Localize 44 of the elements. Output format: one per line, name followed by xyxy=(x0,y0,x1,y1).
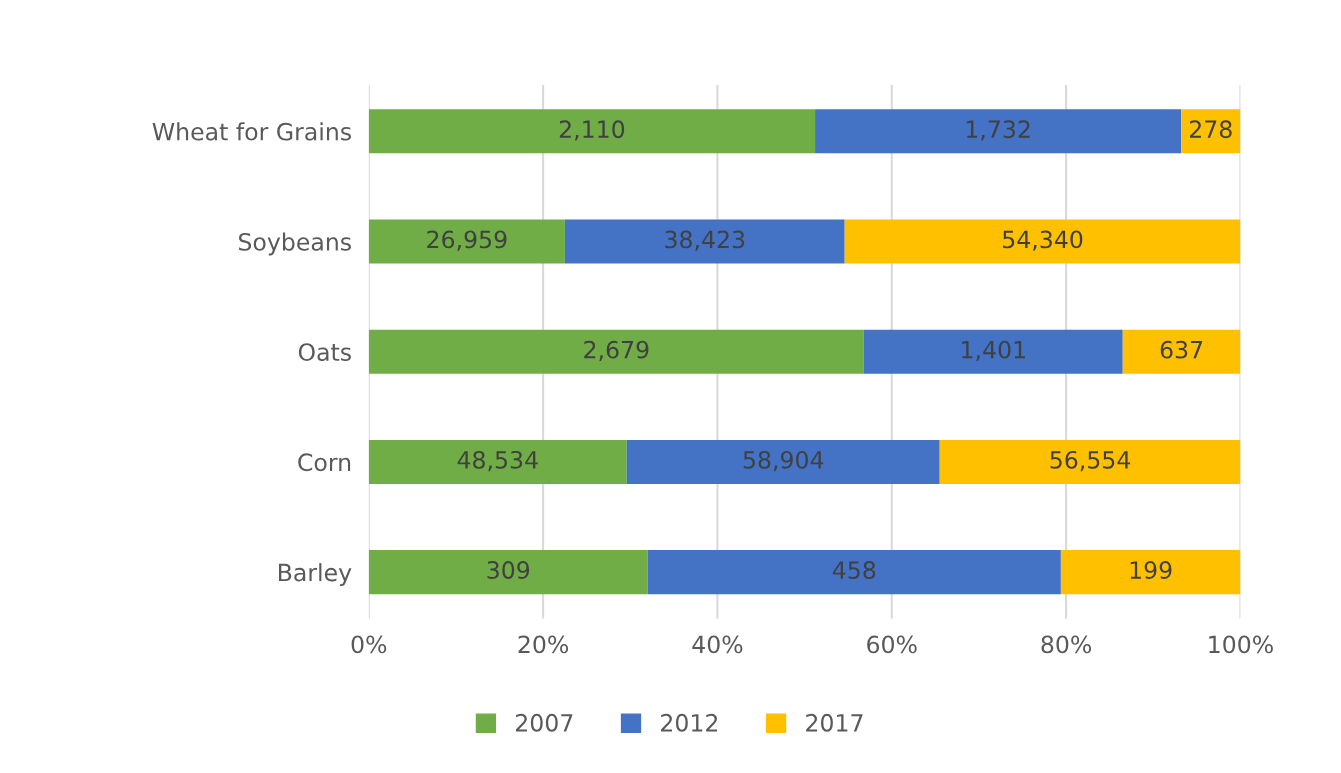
legend-label: 2017 xyxy=(806,713,863,732)
x-tick-label: 100% xyxy=(1209,635,1273,654)
annotation: 637 xyxy=(1160,340,1203,359)
bar xyxy=(368,550,648,595)
annotation: 1,401 xyxy=(962,340,1025,361)
bar xyxy=(368,219,565,264)
y-tick-label: Corn xyxy=(298,453,351,472)
bar xyxy=(844,219,1241,264)
annotation: 278 xyxy=(1189,120,1232,139)
y-tick-label: Soybeans xyxy=(239,232,351,256)
x-tick-label: 20% xyxy=(518,635,569,654)
legend-label: 2007 xyxy=(515,713,573,732)
annotation: 458 xyxy=(832,561,876,579)
x-tick-label: 40% xyxy=(692,635,743,654)
annotation: 2,679 xyxy=(584,340,649,361)
bar xyxy=(1181,109,1241,154)
annotation: 56,554 xyxy=(1050,450,1131,472)
annotation: 1,732 xyxy=(966,120,1030,141)
y-tick-label: Wheat for Grains xyxy=(152,122,351,141)
x-tick-label: 0% xyxy=(351,635,387,654)
bar xyxy=(626,439,940,484)
annotation: 58,904 xyxy=(743,450,824,472)
annotation: 48,534 xyxy=(457,450,538,472)
bar xyxy=(1060,550,1241,595)
bar xyxy=(939,439,1241,484)
annotation: 26,959 xyxy=(427,230,507,251)
bar xyxy=(368,329,864,374)
bar xyxy=(368,439,627,484)
annotation: 199 xyxy=(1130,561,1172,579)
bar xyxy=(647,550,1061,595)
annotation: 2,110 xyxy=(559,120,625,141)
legend-label: 2012 xyxy=(661,713,718,732)
bar xyxy=(564,219,845,264)
x-tick-label: 60% xyxy=(867,635,917,654)
annotation: 54,340 xyxy=(1003,230,1083,251)
bar xyxy=(863,329,1123,374)
y-tick-label: Oats xyxy=(298,343,351,362)
x-tick-label: 80% xyxy=(1041,635,1092,654)
annotation: 38,423 xyxy=(665,230,745,251)
y-tick-label: Barley xyxy=(278,563,352,586)
bar xyxy=(368,109,816,154)
bar xyxy=(1122,329,1241,374)
annotation: 309 xyxy=(487,561,530,579)
bar xyxy=(815,109,1182,154)
